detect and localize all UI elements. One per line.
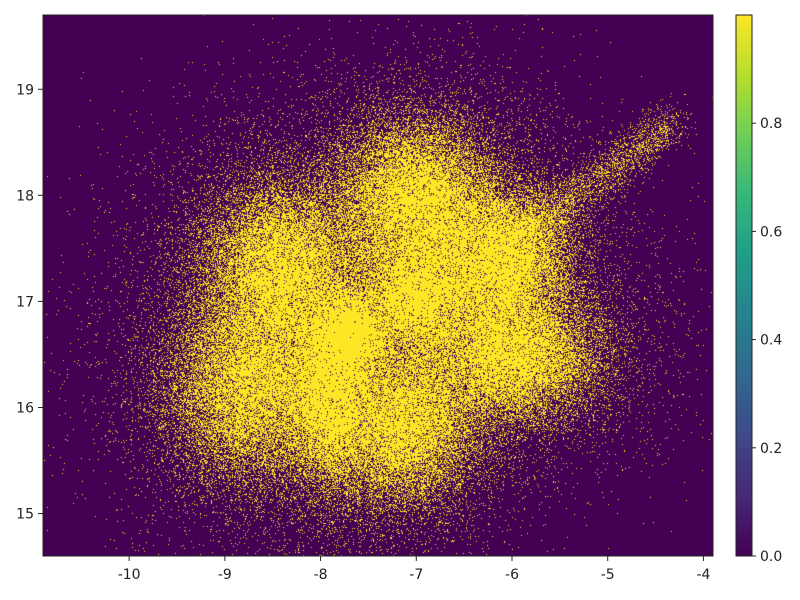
y-tick-label: 18	[16, 188, 34, 204]
y-axis: 15 16 17 18 19	[16, 82, 43, 523]
y-tick-label: 17	[16, 294, 34, 310]
colorbar-tick-label: 0.4	[760, 333, 782, 349]
colorbar-frame	[735, 14, 753, 557]
y-tick-label: 19	[16, 82, 34, 98]
x-tick-label: -10	[118, 567, 141, 583]
plot-frame	[42, 14, 714, 557]
colorbar-tick-label: 0.2	[760, 441, 782, 457]
x-tick-label: -9	[218, 567, 232, 583]
x-tick-label: -5	[601, 567, 615, 583]
colorbar-tick-label: 0.8	[760, 116, 782, 132]
density-heatmap	[43, 15, 713, 556]
colorbar-tick-label: 0.6	[760, 224, 782, 240]
x-tick-label: -4	[696, 567, 710, 583]
colorbar-ticks: 0.0 0.2 0.4 0.6 0.8	[752, 116, 782, 565]
y-tick-label: 16	[16, 400, 34, 416]
x-axis: -10 -9 -8 -7 -6 -5 -4	[118, 556, 710, 583]
colorbar: 0.0 0.2 0.4 0.6 0.8	[735, 14, 782, 565]
x-tick-label: -8	[314, 567, 328, 583]
colorbar-gradient	[736, 15, 752, 556]
x-tick-label: -7	[409, 567, 423, 583]
x-tick-label: -6	[505, 567, 519, 583]
y-tick-label: 15	[16, 507, 34, 523]
plot-area	[42, 14, 714, 557]
colorbar-tick-label: 0.0	[760, 549, 782, 565]
